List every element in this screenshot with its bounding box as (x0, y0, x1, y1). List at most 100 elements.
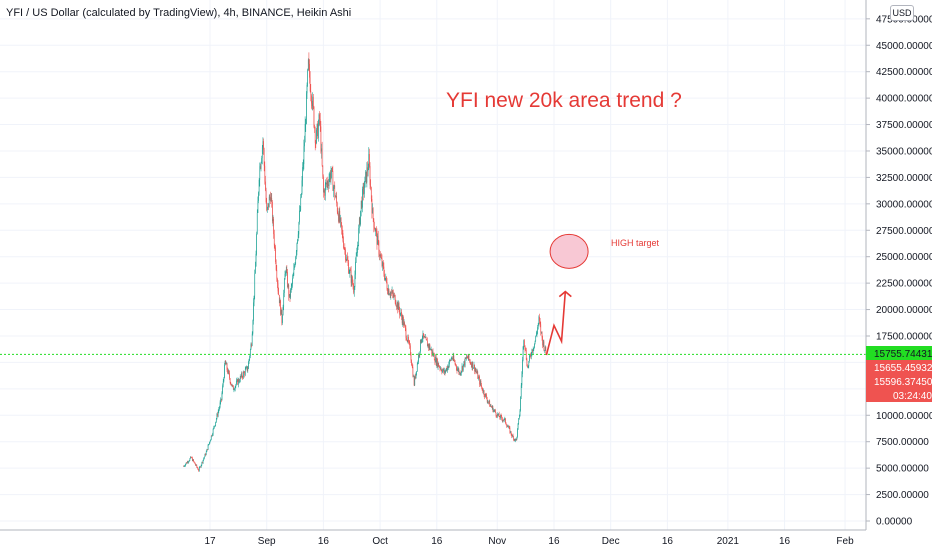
candle-body (472, 361, 474, 369)
candle-body (424, 336, 426, 338)
candle-body (397, 302, 399, 310)
candle-body (389, 294, 390, 296)
candle-body (370, 187, 372, 199)
candle-body (303, 146, 305, 165)
candle-body (274, 245, 276, 248)
candle-body (348, 262, 349, 274)
candle-body (457, 369, 458, 371)
candle-body (227, 369, 228, 374)
candle-body (218, 409, 220, 412)
candle-body (541, 331, 543, 338)
candle-body (277, 283, 279, 292)
candle-body (471, 363, 472, 368)
candle-body (491, 406, 493, 408)
x-tick-label: Feb (836, 536, 854, 547)
candle-body (360, 210, 361, 225)
candle-body (319, 119, 321, 127)
candle-body (528, 361, 530, 367)
candle-body (492, 406, 494, 412)
candle-body (514, 439, 516, 441)
candle-body (417, 361, 419, 364)
candle-body (534, 343, 535, 348)
candle-body (452, 355, 454, 360)
candle-body (399, 309, 400, 315)
candle-body (365, 171, 366, 177)
candle-body (327, 181, 329, 185)
projection-arrowhead (558, 290, 572, 298)
candle-body (497, 414, 499, 416)
candle-body (510, 431, 511, 433)
candle-body (519, 410, 521, 417)
candle-body (215, 418, 217, 422)
candle-body (488, 400, 490, 403)
candle-body (439, 366, 441, 369)
candle-body (508, 426, 510, 428)
candle-body (282, 306, 284, 316)
candle-body (309, 77, 311, 92)
candle-body (346, 257, 348, 261)
last-price-badge-b (866, 374, 932, 388)
candle-body (427, 340, 428, 347)
candle-body (498, 413, 499, 416)
candle-body (283, 279, 285, 293)
candle-body (372, 208, 373, 214)
candle-body (418, 354, 420, 356)
candle-body (465, 357, 467, 359)
candle-body (189, 458, 191, 461)
candle-body (399, 313, 401, 315)
candle-body (324, 184, 326, 196)
candle-body (275, 262, 277, 270)
candle-body (484, 395, 486, 398)
candle-body (219, 407, 220, 410)
candle-body (470, 363, 472, 365)
candle-body (316, 129, 317, 144)
candle-body (412, 366, 414, 377)
candle-body (429, 344, 431, 350)
candle-body (350, 270, 352, 283)
currency-button[interactable]: USD (890, 5, 914, 21)
candle-body (304, 124, 306, 143)
candle-body (464, 361, 465, 366)
candle-body (377, 235, 379, 242)
x-tick-label: 16 (548, 536, 560, 547)
candle-body (232, 386, 234, 390)
candle-body (331, 168, 333, 172)
candle-body (459, 372, 461, 375)
candle-body (314, 126, 315, 129)
candle-body (413, 376, 414, 378)
candle-body (346, 257, 348, 261)
candle-body (544, 350, 545, 351)
candle-body (423, 333, 424, 337)
candle-body (321, 148, 323, 166)
candle-body (479, 381, 481, 385)
candle-body (521, 374, 523, 386)
y-tick-label: 32500.00000 (876, 173, 932, 184)
candle-body (524, 340, 525, 346)
candle-body (508, 426, 509, 428)
y-tick-label: 2500.00000 (876, 490, 929, 501)
candle-body (333, 186, 334, 191)
candle-body (384, 274, 385, 280)
candle-body (375, 229, 377, 232)
candle-body (224, 361, 226, 365)
candle-body (317, 124, 319, 139)
candle-body (544, 346, 546, 351)
candle-body (336, 203, 338, 212)
x-tick-label: Dec (602, 536, 620, 547)
candle-body (289, 293, 291, 298)
candle-body (455, 364, 457, 366)
candle-body (211, 435, 213, 437)
candle-body (529, 355, 530, 362)
countdown-text: 03:24:40 (893, 391, 932, 402)
candle-body (472, 367, 474, 369)
candle-body (302, 164, 304, 168)
candle-body (476, 371, 477, 373)
candle-body (236, 379, 238, 381)
last-price-text-b: 15596.37450 (874, 377, 932, 388)
candle-body (345, 259, 347, 261)
candle-body (436, 359, 438, 365)
candle-body (347, 260, 349, 263)
candle-body (430, 349, 431, 351)
candle-body (415, 372, 417, 379)
candle-body (265, 181, 266, 191)
